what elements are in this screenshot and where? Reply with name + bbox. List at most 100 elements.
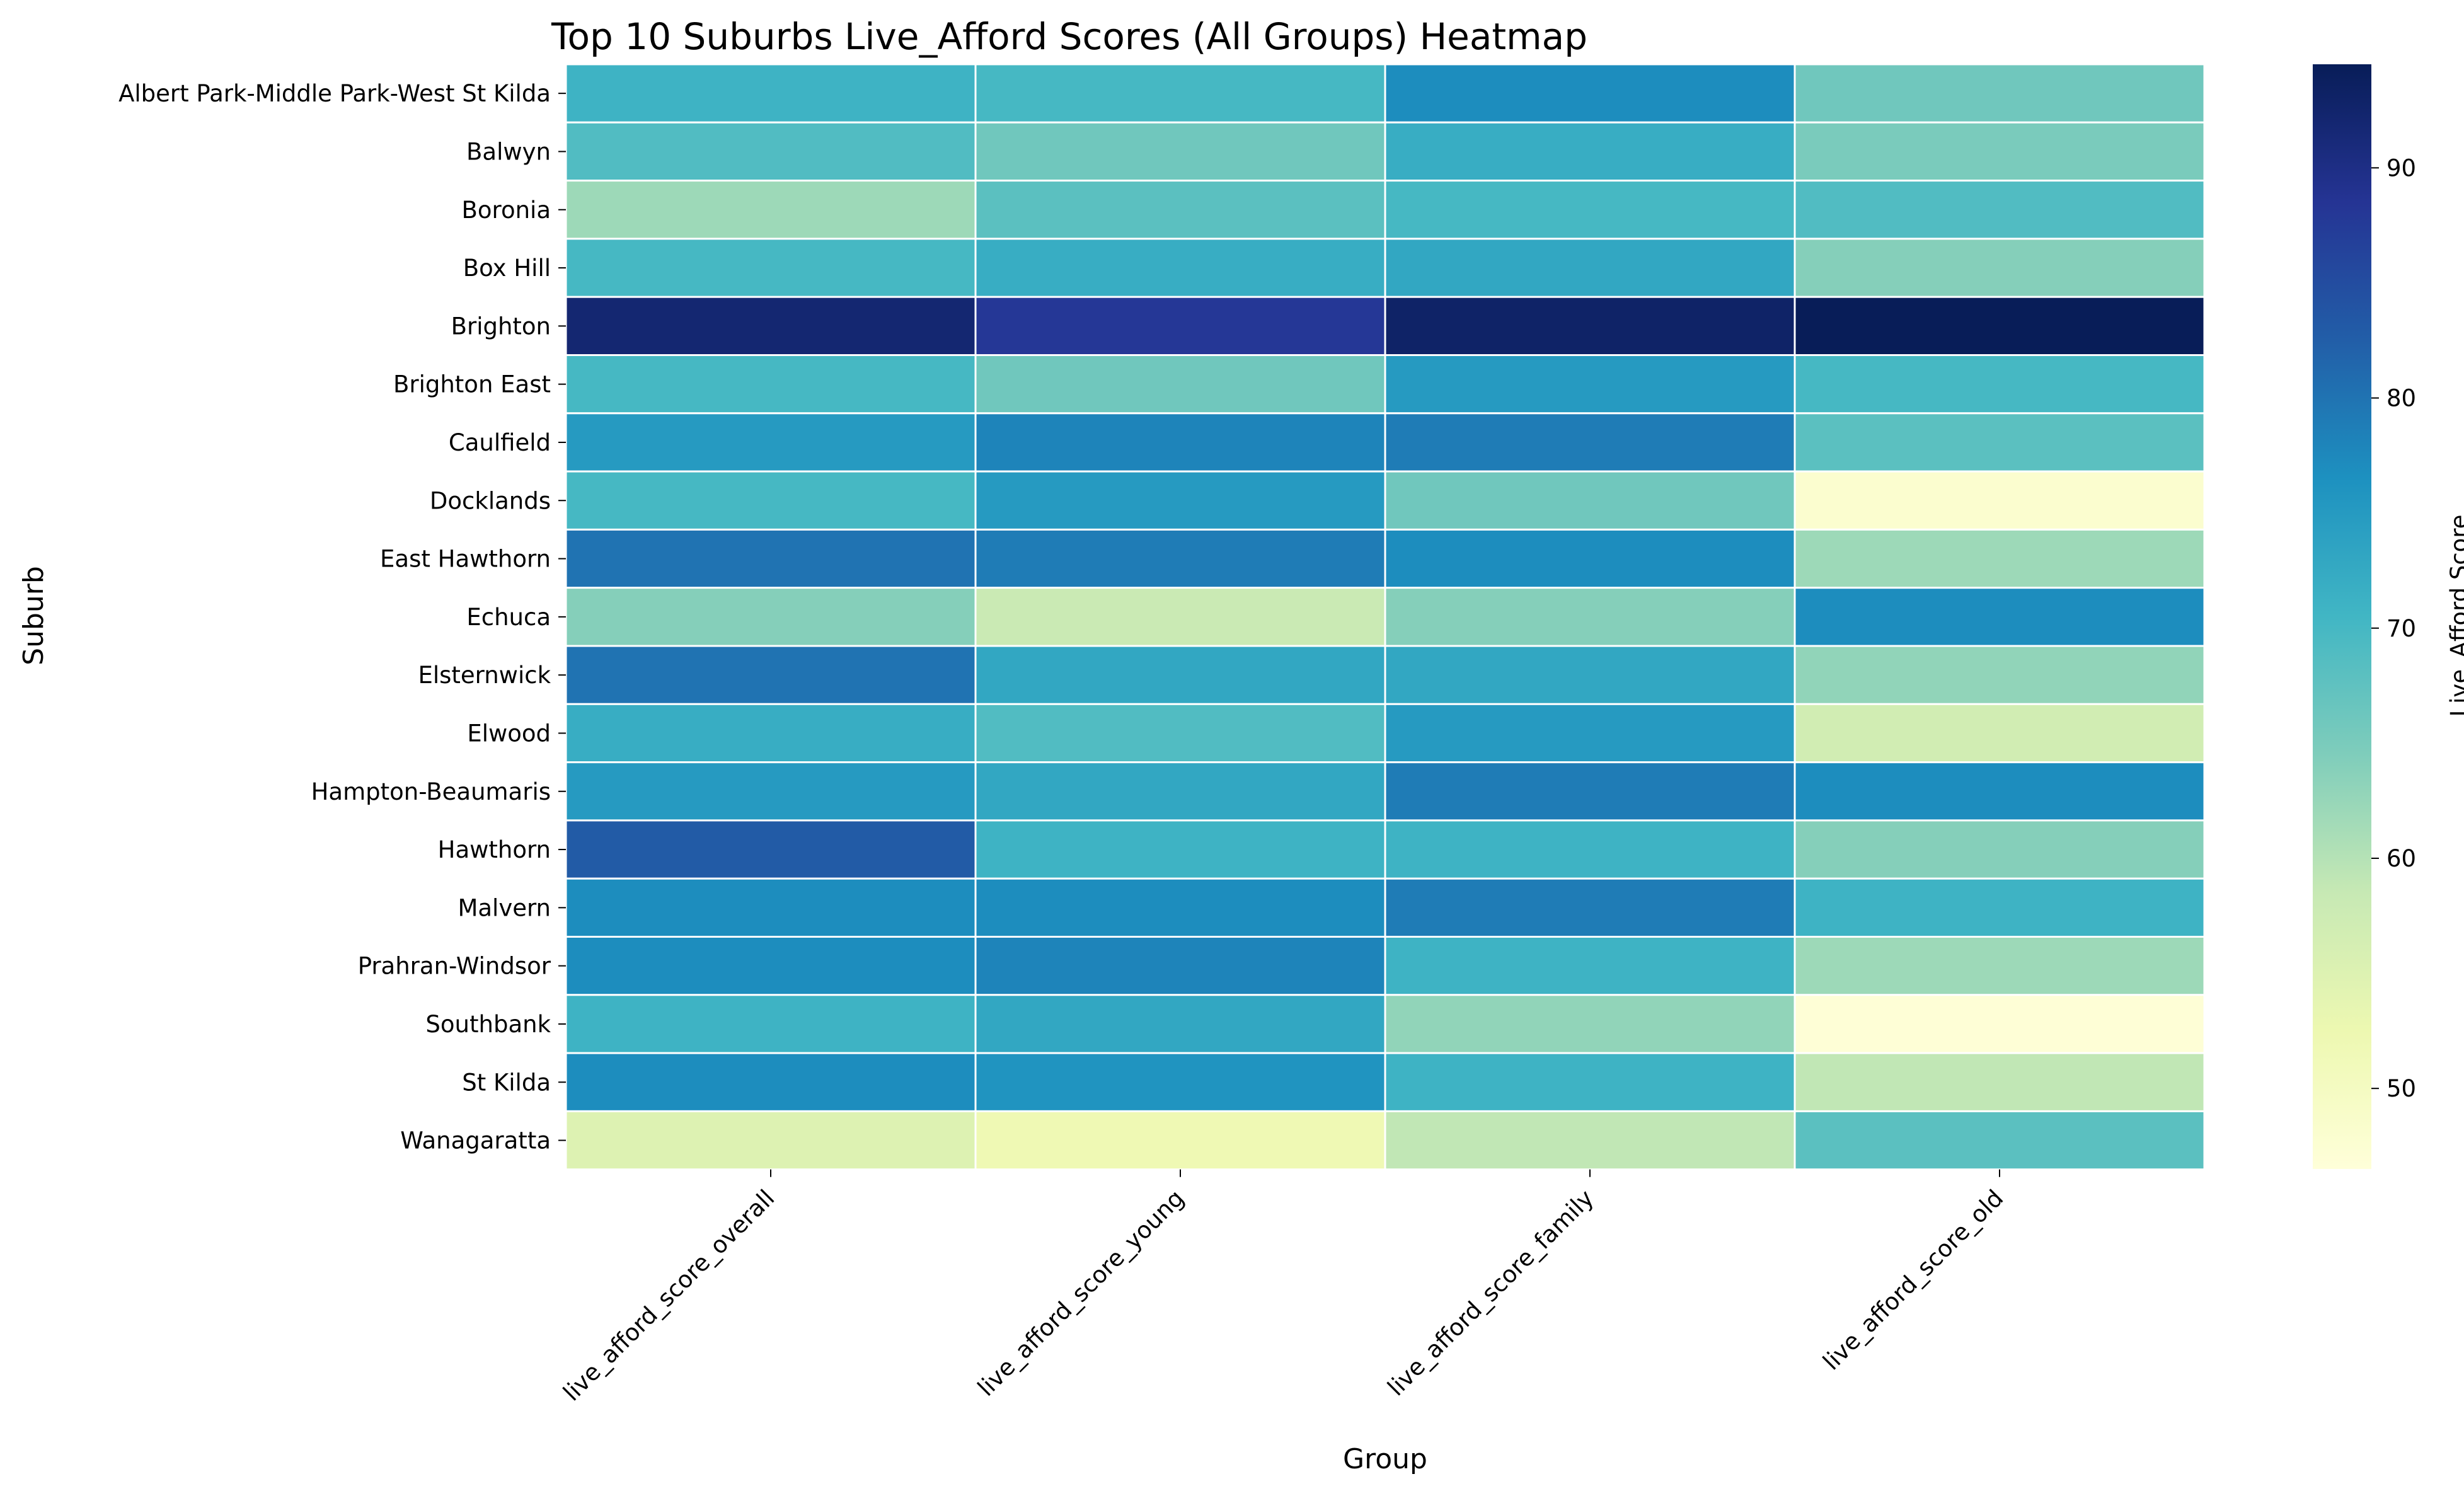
colorbar-tick-label: 90 bbox=[2386, 154, 2416, 181]
y-tick-label: Hampton-Beaumaris bbox=[311, 778, 551, 805]
heatmap-cell bbox=[565, 994, 977, 1054]
heatmap-cell bbox=[1384, 645, 1796, 705]
heatmap-cell bbox=[974, 1110, 1386, 1171]
heatmap-cell bbox=[974, 1052, 1386, 1112]
y-tick-label: St Kilda bbox=[462, 1069, 551, 1096]
heatmap-cell bbox=[565, 936, 977, 996]
heatmap-cell bbox=[1384, 121, 1796, 182]
heatmap-cell bbox=[565, 703, 977, 764]
heatmap-cell bbox=[1793, 180, 2206, 240]
heatmap-cell bbox=[974, 703, 1386, 764]
y-tick-label: Elsternwick bbox=[418, 662, 551, 689]
heatmap-cell bbox=[974, 296, 1386, 357]
x-tick-label: live_afford_score_old bbox=[1817, 1185, 2008, 1376]
y-tick-label: Balwyn bbox=[466, 138, 551, 165]
heatmap-cell bbox=[565, 819, 977, 880]
heatmap-cell bbox=[974, 180, 1386, 240]
heatmap-cell bbox=[1384, 354, 1796, 415]
y-tick-label: Malvern bbox=[458, 894, 551, 921]
colorbar-ticks: 50 60 70 80 90 bbox=[2371, 154, 2416, 1102]
heatmap-cell bbox=[974, 412, 1386, 473]
heatmap-cell bbox=[1793, 528, 2206, 589]
heatmap-cell bbox=[1384, 761, 1796, 822]
heatmap-cell bbox=[565, 528, 977, 589]
heatmap-cell bbox=[1793, 1052, 2206, 1112]
heatmap-cell bbox=[1384, 180, 1796, 240]
heatmap-cell bbox=[565, 470, 977, 531]
heatmap-cell bbox=[1793, 354, 2206, 415]
colorbar-tick-label: 60 bbox=[2386, 845, 2416, 872]
colorbar-tick-label: 50 bbox=[2386, 1075, 2416, 1102]
colorbar-tick-label: 70 bbox=[2386, 615, 2416, 642]
heatmap-cells bbox=[565, 63, 2206, 1171]
heatmap-cell bbox=[1793, 587, 2206, 647]
heatmap-cell bbox=[1793, 761, 2206, 822]
heatmap-cell bbox=[1384, 877, 1796, 938]
heatmap-cell bbox=[974, 528, 1386, 589]
heatmap-cell bbox=[1384, 470, 1796, 531]
heatmap-cell bbox=[565, 180, 977, 240]
y-tick-label: Boronia bbox=[462, 197, 551, 224]
x-tick-label: live_afford_score_young bbox=[972, 1185, 1189, 1402]
heatmap-cell bbox=[1793, 703, 2206, 764]
heatmap-cell bbox=[1793, 1110, 2206, 1171]
heatmap-cell bbox=[974, 354, 1386, 415]
heatmap-cell bbox=[1793, 936, 2206, 996]
heatmap-cell bbox=[565, 121, 977, 182]
heatmap-cell bbox=[974, 819, 1386, 880]
heatmap-cell bbox=[1384, 936, 1796, 996]
x-tick-labels: live_afford_score_overall live_afford_sco… bbox=[558, 1169, 2008, 1407]
heatmap-cell bbox=[1384, 994, 1796, 1054]
heatmap-cell bbox=[974, 877, 1386, 938]
y-tick-label: Southbank bbox=[425, 1011, 551, 1038]
heatmap-cell bbox=[1384, 1110, 1796, 1171]
y-tick-label: Box Hill bbox=[463, 255, 551, 282]
heatmap-cell bbox=[565, 296, 977, 357]
heatmap-cell bbox=[1793, 877, 2206, 938]
x-tick-label: live_afford_score_overall bbox=[558, 1185, 780, 1407]
heatmap-cell bbox=[565, 645, 977, 705]
y-tick-label: Brighton East bbox=[393, 371, 551, 398]
heatmap-cell bbox=[565, 1052, 977, 1112]
heatmap-cell bbox=[1793, 645, 2206, 705]
y-tick-label: Albert Park-Middle Park-West St Kilda bbox=[118, 80, 551, 107]
heatmap-cell bbox=[1793, 238, 2206, 298]
heatmap-cell bbox=[974, 936, 1386, 996]
heatmap-cell bbox=[1384, 296, 1796, 357]
heatmap-cell bbox=[565, 238, 977, 298]
heatmap-cell bbox=[1793, 470, 2206, 531]
y-tick-label: Echuca bbox=[466, 604, 551, 631]
heatmap-cell bbox=[1384, 412, 1796, 473]
heatmap-cell bbox=[565, 354, 977, 415]
x-axis-label: Group bbox=[1343, 1443, 1427, 1475]
y-tick-label: Wanagaratta bbox=[400, 1127, 551, 1154]
heatmap-cell bbox=[974, 238, 1386, 298]
y-axis-label: Suburb bbox=[18, 566, 50, 665]
colorbar-label: Live_Afford Score bbox=[2446, 515, 2464, 717]
y-tick-label: Docklands bbox=[430, 487, 551, 514]
heatmap-cell bbox=[565, 587, 977, 647]
chart-title: Top 10 Suburbs Live_Afford Scores (All G… bbox=[551, 15, 1587, 58]
heatmap-cell bbox=[565, 877, 977, 938]
colorbar: 50 60 70 80 90 Live_Afford Score bbox=[2313, 64, 2464, 1169]
heatmap-cell bbox=[1384, 63, 1796, 124]
heatmap-cell bbox=[1793, 63, 2206, 124]
heatmap-cell bbox=[1384, 587, 1796, 647]
heatmap-cell bbox=[1384, 819, 1796, 880]
y-tick-label: Prahran-Windsor bbox=[358, 953, 551, 980]
heatmap-cell bbox=[974, 587, 1386, 647]
heatmap-cell bbox=[974, 645, 1386, 705]
y-tick-label: Hawthorn bbox=[438, 836, 551, 863]
heatmap-cell bbox=[1793, 296, 2206, 357]
y-tick-labels: Albert Park-Middle Park-West St Kilda Bal… bbox=[118, 80, 566, 1154]
heatmap-cell bbox=[974, 470, 1386, 531]
colorbar-gradient bbox=[2313, 64, 2371, 1169]
heatmap-cell bbox=[565, 63, 977, 124]
heatmap-cell bbox=[974, 994, 1386, 1054]
heatmap-cell bbox=[565, 1110, 977, 1171]
heatmap-cell bbox=[1384, 1052, 1796, 1112]
heatmap-cell bbox=[565, 412, 977, 473]
heatmap-cell bbox=[565, 761, 977, 822]
heatmap-cell bbox=[974, 121, 1386, 182]
heatmap-cell bbox=[1384, 703, 1796, 764]
